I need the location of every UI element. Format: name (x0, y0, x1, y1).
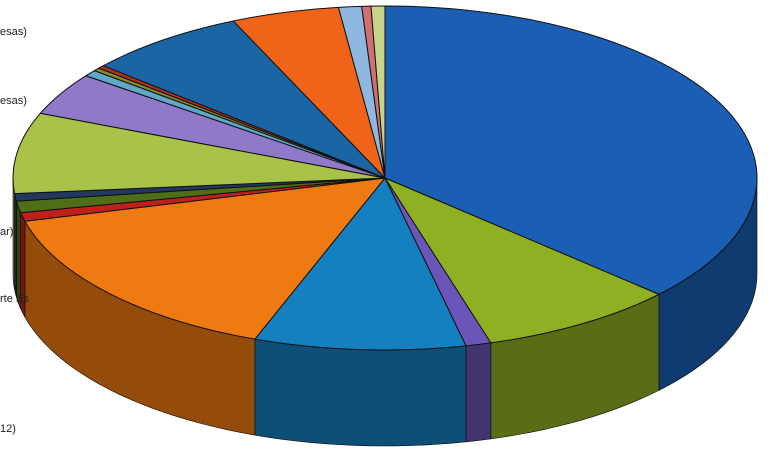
pie-slice-label: esas) (0, 95, 27, 107)
pie-slice (384, 5, 758, 295)
pie-slice (384, 177, 660, 344)
pie-slice-side (465, 342, 492, 443)
pie-slice-label: esas) (0, 26, 27, 38)
pie-slice (370, 5, 386, 179)
pie-slice (24, 177, 386, 340)
pie-slice (254, 177, 467, 351)
pie-slice-label: 12) (0, 423, 16, 435)
pie-slice (102, 20, 386, 179)
pie-slice-label: rte Es (0, 293, 29, 305)
pie-slice (12, 112, 386, 195)
pie-slice-label: ar) (0, 226, 14, 238)
pie-slice-side (254, 338, 467, 447)
